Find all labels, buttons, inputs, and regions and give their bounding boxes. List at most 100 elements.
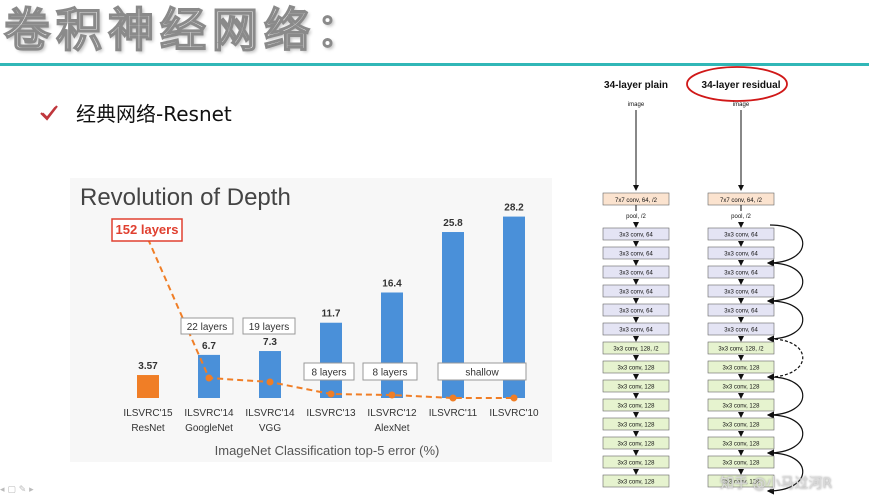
bullet-item: 经典网络-Resnet <box>38 98 232 127</box>
conv-block-label: 3x3 conv, 64 <box>619 309 653 315</box>
conv-block <box>602 303 670 317</box>
conv-block-label: 3x3 conv, 128 <box>618 366 656 372</box>
chart-bar <box>320 322 342 398</box>
depth-label-text: 8 layers <box>372 368 407 379</box>
check-icon <box>40 104 58 121</box>
conv-block <box>707 246 775 260</box>
x-tick-label: ResNet <box>131 423 165 434</box>
conv-block-label: 3x3 conv, 64 <box>619 328 653 334</box>
bar-value-label: 7.3 <box>263 337 277 348</box>
conv-block <box>707 227 775 241</box>
depth-point <box>205 374 213 382</box>
conv-block <box>707 436 775 450</box>
conv-block <box>602 341 670 355</box>
x-tick-label: ILSVRC'10 <box>489 408 539 419</box>
bar-value-label: 11.7 <box>322 309 341 320</box>
bar-value-label: 28.2 <box>504 203 524 214</box>
depth-label-box <box>303 362 355 381</box>
depth-point <box>266 378 274 386</box>
depth-label-box <box>437 362 527 381</box>
input-label: image <box>628 102 645 108</box>
depth-point <box>388 391 396 399</box>
depth-label-text: 22 layers <box>187 322 228 333</box>
skip-connection <box>766 300 804 343</box>
conv-block-label: 3x3 conv, 128 <box>723 366 761 372</box>
watermark: 知乎 @小马过河R <box>720 476 833 492</box>
depth-label-text: shallow <box>465 368 499 379</box>
conv-block-label: 3x3 conv, 128 <box>618 480 656 486</box>
depth-label-text: 152 layers <box>116 222 179 237</box>
depth-label-text: 19 layers <box>249 322 290 333</box>
depth-label-box <box>242 317 296 335</box>
chart-bar <box>137 375 159 398</box>
title-divider <box>0 63 869 66</box>
slide-nav-icons[interactable]: ◂ ▢ ✎ ▸ <box>0 485 34 495</box>
conv-block-label: 3x3 conv, 64 <box>724 309 758 315</box>
conv-block-label: 3x3 conv, 128 <box>618 404 656 410</box>
conv-block <box>602 322 670 336</box>
conv-block <box>707 341 775 355</box>
conv-block-label: 3x3 conv, 128 <box>618 461 656 467</box>
red-circle-annotation <box>686 66 788 102</box>
x-axis-label: ImageNet Classification top-5 error (%) <box>215 443 440 458</box>
conv-block-label: 3x3 conv, 128 <box>723 461 761 467</box>
conv-block-label: 7x7 conv, 64, /2 <box>720 198 763 204</box>
x-tick-label: ILSVRC'11 <box>429 408 478 419</box>
conv-block <box>602 474 670 488</box>
conv-block-label: 3x3 conv, 64 <box>619 233 653 239</box>
bar-value-label: 3.57 <box>138 361 158 372</box>
conv-block-label: 3x3 conv, 128 <box>723 404 761 410</box>
x-tick-label: VGG <box>259 423 281 434</box>
bar-value-label: 16.4 <box>382 278 402 289</box>
conv-block-label: 3x3 conv, 64 <box>724 233 758 239</box>
conv-block <box>602 227 670 241</box>
skip-connection <box>766 414 804 457</box>
depth-label-box <box>180 317 234 335</box>
bullet-label: 经典网络-Resnet <box>76 102 232 126</box>
conv-block <box>707 455 775 469</box>
conv-block <box>602 436 670 450</box>
conv-block-label: 3x3 conv, 64 <box>724 252 758 258</box>
depth-label-box <box>362 362 418 381</box>
chart-bar <box>503 216 525 398</box>
conv-block <box>707 284 775 298</box>
conv-block-label: 3x3 conv, 64 <box>724 271 758 277</box>
skip-connection <box>766 224 804 267</box>
conv-block-label: 3x3 conv, 128, /2 <box>613 347 659 353</box>
depth-label-box <box>111 218 183 242</box>
conv-block <box>602 398 670 412</box>
chart-bar <box>442 232 464 398</box>
conv-block-label: 3x3 conv, 128 <box>618 423 656 429</box>
conv-block <box>707 360 775 374</box>
skip-connection <box>766 452 804 495</box>
conv-block-label: 3x3 conv, 128 <box>618 385 656 391</box>
resnet-architecture-diagram: 34-layer plain 34-layer residual image 7x7 … <box>602 66 804 495</box>
skip-connection <box>766 376 804 419</box>
conv-block-label: 3x3 conv, 128 <box>618 442 656 448</box>
bar-value-label: 25.8 <box>443 218 463 229</box>
conv-block <box>707 303 775 317</box>
conv-block <box>707 474 775 488</box>
conv-block <box>602 284 670 298</box>
conv-block-label: 3x3 conv, 64 <box>619 271 653 277</box>
conv-block <box>602 417 670 431</box>
depth-point <box>327 390 335 398</box>
x-tick-label: ILSVRC'14 <box>245 408 295 419</box>
chart-bar <box>381 292 403 398</box>
skip-connection <box>766 338 804 381</box>
conv-block <box>707 417 775 431</box>
x-tick-label: ILSVRC'14 <box>184 408 234 419</box>
depth-label-text: 8 layers <box>311 368 346 379</box>
conv-block-label: 3x3 conv, 64 <box>619 252 653 258</box>
bar-value-label: 6.7 <box>202 341 216 352</box>
input-label: image <box>733 102 750 108</box>
conv-block-label: 3x3 conv, 64 <box>724 290 758 296</box>
plain-column-title: 34-layer plain <box>604 80 668 91</box>
depth-bar-chart: 3.57 ILSVRC'15 ResNet 6.7 ILSVRC'14 GoogleNet… <box>111 203 539 458</box>
conv-block-label: 3x3 conv, 64 <box>724 328 758 334</box>
depth-point <box>510 394 518 402</box>
conv-block-label: 3x3 conv, 128, /2 <box>718 347 764 353</box>
slide-title: 卷积神经网络： <box>3 2 368 58</box>
residual-column-title: 34-layer residual <box>702 80 781 91</box>
conv-block <box>602 379 670 393</box>
